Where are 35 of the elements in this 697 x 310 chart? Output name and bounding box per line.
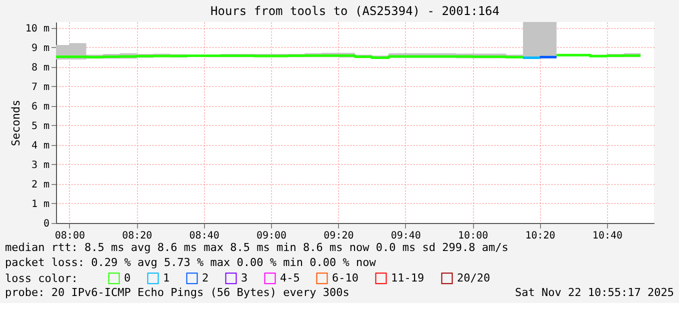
legend-label: 1	[163, 271, 170, 284]
y-tick-label: 2 m	[31, 179, 50, 190]
legend-title: loss color:	[5, 272, 78, 285]
x-tick-label: 09:20	[324, 230, 354, 242]
y-axis-title: Seconds	[9, 100, 22, 146]
y-tick-label: 8 m	[31, 62, 50, 74]
y-tick-label: 4 m	[31, 140, 50, 152]
text: Sat Nov 22 10:55:17 2025	[515, 286, 674, 299]
y-tick-label: 5 m	[31, 120, 50, 132]
y-tick-label: 0	[43, 218, 50, 230]
legend-label: 2	[202, 271, 209, 284]
x-tick-label: 10:20	[525, 230, 556, 242]
x-tick-label: 09:40	[390, 230, 421, 242]
x-tick-label: 10:00	[458, 230, 488, 242]
legend-label: 20/20	[457, 271, 490, 284]
y-tick-label: 3 m	[31, 160, 50, 171]
text: packet loss: 0.29 % avg 5.73 % max 0.00 % min 0.00 % now	[5, 256, 376, 269]
x-tick-label: 09:00	[256, 230, 287, 242]
y-tick-label: 9 m	[31, 42, 50, 54]
y-tick-label: 1 m	[31, 198, 50, 210]
chart-title: Hours from tools to (AS25394) - 2001:164	[210, 4, 500, 18]
legend-label: 4-5	[280, 271, 300, 284]
y-tick-label: 6 m	[31, 101, 50, 112]
legend-label: 11-19	[391, 271, 424, 284]
x-tick-label: 08:40	[189, 230, 220, 242]
y-tick-label: 7 m	[31, 82, 50, 93]
text: median rtt: 8.5 ms avg 8.6 ms max 8.5 ms min 8.6 ms now 0.0 ms sd 299.8 am/s	[5, 241, 508, 254]
x-tick-label: 08:20	[122, 230, 152, 242]
x-tick-label: 10:40	[592, 230, 623, 242]
text: probe: 20 IPv6-ICMP Echo Pings (56 Bytes) every 300s	[5, 286, 350, 299]
legend-label: 0	[124, 271, 131, 284]
y-tick-label: 10 m	[25, 23, 50, 34]
legend-label: 3	[241, 271, 248, 284]
x-tick-label: 08:00	[54, 230, 85, 242]
legend-label: 6-10	[332, 271, 358, 284]
